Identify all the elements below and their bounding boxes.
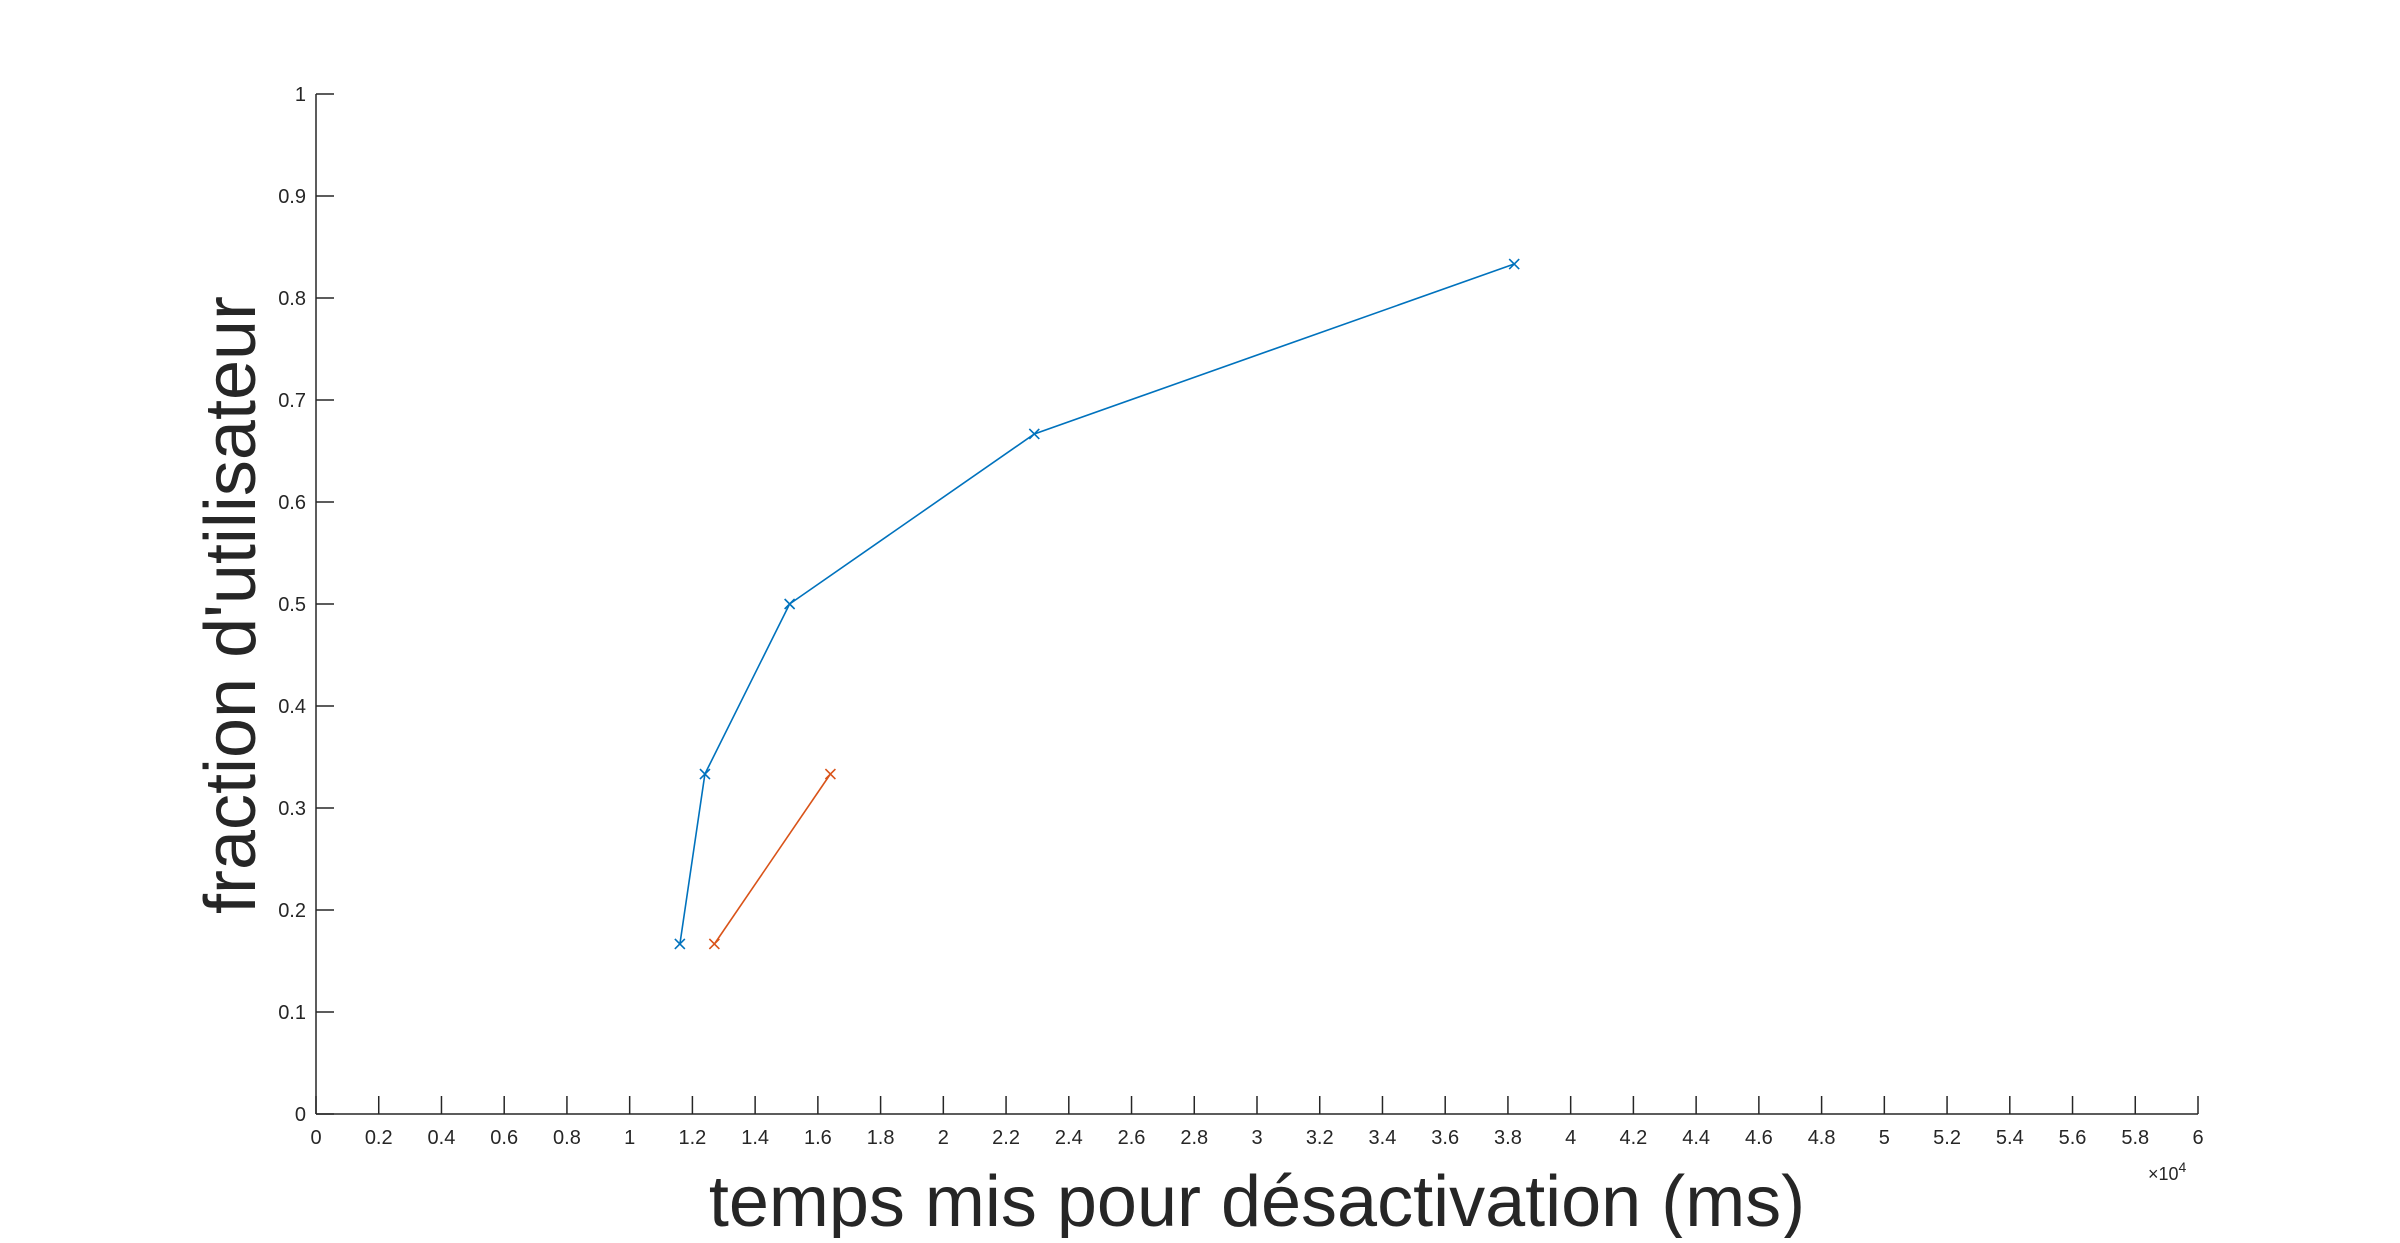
y-tick-label: 1: [295, 84, 306, 106]
x-tick-label: 2.6: [1118, 1127, 1146, 1149]
x-tick-label: 1.8: [867, 1127, 895, 1149]
x-tick-label: 0.6: [490, 1127, 518, 1149]
x-tick-label: 5.6: [2059, 1127, 2087, 1149]
data-point-marker: [699, 768, 711, 780]
y-axis-ticks: 0 0.1 0.2 0.3 0.4 0.5 0.6 0.7 0.8 0.9 1: [278, 84, 334, 1126]
x-tick-label: 5.8: [2121, 1127, 2149, 1149]
x-tick-label: 1: [624, 1127, 635, 1149]
y-tick-label: 0: [295, 1104, 306, 1126]
x-tick-label: 4.6: [1745, 1127, 1773, 1149]
series-2: [708, 768, 836, 950]
x-tick-label: 6: [2192, 1127, 2203, 1149]
x-axis-ticks: 0 0.2 0.4 0.6 0.8 1 1.2 1.4 1.6 1.8 2 2.2 2.4 2.6 2.8 3…: [310, 1096, 2204, 1149]
x-tick-label: 1.2: [678, 1127, 706, 1149]
series-line: [679, 263, 1515, 945]
x-tick-label: 5.4: [1996, 1127, 2024, 1149]
series-line: [713, 773, 832, 945]
x-tick-label: 2: [938, 1127, 949, 1149]
x-tick-label: 4: [1565, 1127, 1576, 1149]
x-axis-exponent-power: 4: [2179, 1159, 2187, 1175]
y-tick-label: 0.6: [278, 492, 306, 514]
y-tick-label: 0.5: [278, 594, 306, 616]
x-tick-label: 4.2: [1619, 1127, 1647, 1149]
x-tick-label: 5.2: [1933, 1127, 1961, 1149]
axes: [315, 94, 2198, 1115]
x-tick-label: 2.2: [992, 1127, 1020, 1149]
x-tick-label: 3.6: [1431, 1127, 1459, 1149]
x-tick-label: 5: [1879, 1127, 1890, 1149]
x-tick-label: 3.8: [1494, 1127, 1522, 1149]
x-tick-label: 0.4: [428, 1127, 456, 1149]
x-axis-exponent-base: ×10: [2148, 1164, 2179, 1184]
data-point-marker: [1508, 258, 1520, 270]
x-tick-label: 0: [310, 1127, 321, 1149]
y-tick-label: 0.2: [278, 900, 306, 922]
y-axis-title: fraction d'utilisateur: [191, 296, 271, 914]
data-point-marker: [784, 598, 796, 610]
x-tick-label: 4.8: [1808, 1127, 1836, 1149]
x-tick-label: 4.4: [1682, 1127, 1710, 1149]
y-tick-label: 0.9: [278, 186, 306, 208]
series-1: [674, 258, 1520, 950]
y-tick-label: 0.4: [278, 696, 306, 718]
x-tick-label: 2.4: [1055, 1127, 1083, 1149]
x-tick-label: 3: [1251, 1127, 1262, 1149]
x-tick-label: 3.4: [1369, 1127, 1397, 1149]
data-point-marker: [674, 938, 686, 950]
data-point-marker: [1028, 428, 1040, 440]
x-tick-label: 1.6: [804, 1127, 832, 1149]
y-tick-label: 0.1: [278, 1002, 306, 1024]
x-tick-label: 0.8: [553, 1127, 581, 1149]
x-axis-title: temps mis pour désactivation (ms): [709, 1162, 1805, 1238]
x-tick-label: 2.8: [1180, 1127, 1208, 1149]
y-tick-label: 0.8: [278, 288, 306, 310]
x-axis-exponent: ×104: [2148, 1159, 2187, 1184]
x-tick-label: 1.4: [741, 1127, 769, 1149]
y-tick-label: 0.7: [278, 390, 306, 412]
x-tick-label: 0.2: [365, 1127, 393, 1149]
plot-area: [674, 258, 1520, 950]
y-tick-label: 0.3: [278, 798, 306, 820]
data-point-marker: [824, 768, 836, 780]
x-tick-label: 3.2: [1306, 1127, 1334, 1149]
data-point-marker: [708, 938, 720, 950]
